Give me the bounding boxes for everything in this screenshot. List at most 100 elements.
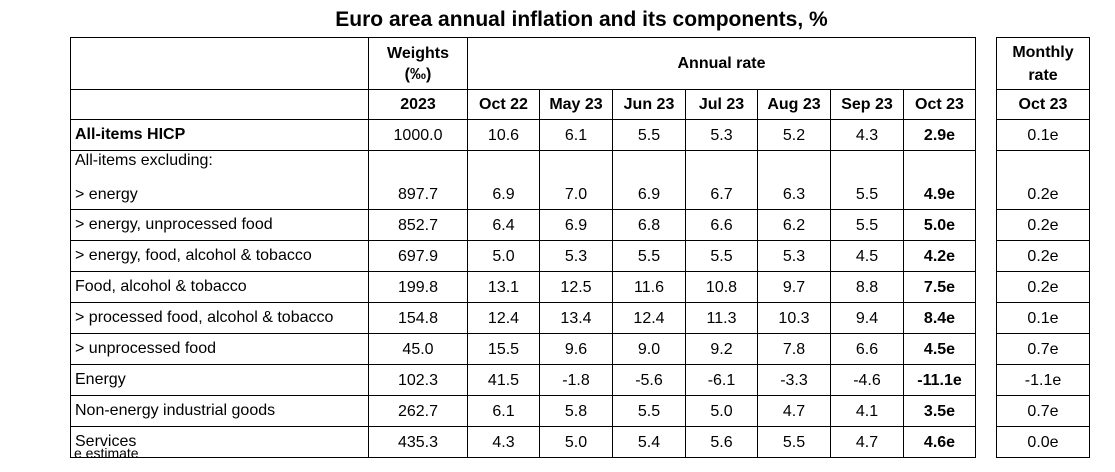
monthly-rate-cell: 0.1e: [996, 119, 1090, 151]
rate-cell: 5.5: [612, 119, 686, 151]
rate-cell: 13.4: [539, 302, 613, 334]
monthly-rate-cell: 0.0e: [996, 426, 1090, 458]
row-label: > energy, food, alcohol & tobacco: [70, 240, 369, 272]
rate-cell: 5.0: [539, 426, 613, 458]
month-header: Jul 23: [685, 89, 758, 120]
latest-rate-cell: 2.9e: [903, 119, 976, 151]
latest-rate-cell: 3.5e: [903, 395, 976, 427]
rate-cell: -3.3: [757, 364, 831, 396]
rate-cell: -4.6: [830, 364, 904, 396]
rate-cell: -5.6: [612, 364, 686, 396]
rate-cell: 5.2: [757, 119, 831, 151]
row-label: > energy, unprocessed food: [70, 209, 369, 241]
month-header: Aug 23: [757, 89, 831, 120]
header-blank-2: [70, 89, 369, 120]
main-table-wrap: Weights (‰) Annual rate 2023 Oct 22 May 2…: [70, 37, 976, 458]
rate-cell: 9.6: [539, 333, 613, 365]
rate-cell: 5.5: [757, 426, 831, 458]
weights-year: 2023: [368, 89, 468, 120]
rate-cell: 9.2: [685, 333, 758, 365]
rate-cell: 5.3: [685, 119, 758, 151]
month-header: May 23: [539, 89, 613, 120]
month-header: Oct 23: [903, 89, 976, 120]
weight-cell: 102.3: [368, 364, 468, 396]
monthly-rate-cell: 0.1e: [996, 302, 1090, 334]
rate-cell: 6.6: [685, 209, 758, 241]
rate-cell: 10.3: [757, 302, 831, 334]
rate-cell: 6.3: [757, 180, 831, 210]
rate-cell: 5.5: [830, 180, 904, 210]
rate-cell: 4.7: [757, 395, 831, 427]
latest-rate-cell: 4.2e: [903, 240, 976, 272]
weight-cell: 199.8: [368, 271, 468, 303]
rate-label: rate: [1028, 66, 1058, 84]
weight-cell: 435.3: [368, 426, 468, 458]
rate-cell: [757, 150, 831, 180]
row-label: Non-energy industrial goods: [70, 395, 369, 427]
rate-cell: [830, 150, 904, 180]
weight-cell: [368, 150, 468, 180]
rate-cell: 4.5: [830, 240, 904, 272]
rate-cell: 6.4: [467, 209, 540, 241]
latest-rate-cell: 7.5e: [903, 271, 976, 303]
row-label: > processed food, alcohol & tobacco: [70, 302, 369, 334]
rate-cell: 7.8: [757, 333, 831, 365]
row-label: > energy: [70, 180, 369, 210]
month-header: Sep 23: [830, 89, 904, 120]
rate-cell: 15.5: [467, 333, 540, 365]
monthly-month: Oct 23: [996, 89, 1090, 120]
monthly-rate-cell: 0.7e: [996, 395, 1090, 427]
monthly-table-wrap: Monthly rate Oct 23 0.1e 0.2e 0.2e 0.2e 0.2e…: [996, 37, 1090, 458]
weight-cell: 154.8: [368, 302, 468, 334]
page-title: Euro area annual inflation and its compo…: [335, 8, 828, 31]
weight-cell: 45.0: [368, 333, 468, 365]
rate-cell: 5.0: [685, 395, 758, 427]
weights-label: Weights: [387, 44, 449, 62]
monthly-rate-cell: 0.7e: [996, 333, 1090, 365]
rate-cell: 12.4: [612, 302, 686, 334]
monthly-rate-cell: [996, 150, 1090, 180]
weight-cell: 1000.0: [368, 119, 468, 151]
monthly-rate-cell: -1.1e: [996, 364, 1090, 396]
row-label: Food, alcohol & tobacco: [70, 271, 369, 303]
latest-rate-cell: 4.5e: [903, 333, 976, 365]
row-label: All-items excluding:: [70, 150, 369, 180]
rate-cell: 6.8: [612, 209, 686, 241]
rate-cell: 6.9: [467, 180, 540, 210]
rate-cell: 4.3: [467, 426, 540, 458]
rate-cell: 5.4: [612, 426, 686, 458]
row-label: All-items HICP: [70, 119, 369, 151]
footnote: e estimate: [74, 445, 139, 461]
rate-cell: 6.7: [685, 180, 758, 210]
latest-rate-cell: 4.6e: [903, 426, 976, 458]
rate-cell: 6.1: [467, 395, 540, 427]
weight-cell: 697.9: [368, 240, 468, 272]
weights-header: Weights (‰): [368, 37, 468, 90]
latest-rate-cell: 8.4e: [903, 302, 976, 334]
rate-cell: 5.6: [685, 426, 758, 458]
rate-cell: 7.0: [539, 180, 613, 210]
rate-cell: 11.6: [612, 271, 686, 303]
rate-cell: 8.8: [830, 271, 904, 303]
row-label: > unprocessed food: [70, 333, 369, 365]
weight-cell: 897.7: [368, 180, 468, 210]
latest-rate-cell: 4.9e: [903, 180, 976, 210]
rate-cell: 5.3: [539, 240, 613, 272]
rate-cell: 6.9: [612, 180, 686, 210]
latest-rate-cell: 5.0e: [903, 209, 976, 241]
rate-cell: 41.5: [467, 364, 540, 396]
month-header: Oct 22: [467, 89, 540, 120]
rate-cell: 5.8: [539, 395, 613, 427]
rate-cell: -6.1: [685, 364, 758, 396]
rate-cell: 9.0: [612, 333, 686, 365]
rate-cell: 10.6: [467, 119, 540, 151]
rate-cell: 6.2: [757, 209, 831, 241]
rate-cell: 9.7: [757, 271, 831, 303]
rate-cell: -1.8: [539, 364, 613, 396]
row-label: Services: [70, 426, 369, 458]
rate-cell: 5.5: [612, 240, 686, 272]
rate-cell: 13.1: [467, 271, 540, 303]
latest-rate-cell: [903, 150, 976, 180]
rate-cell: 11.3: [685, 302, 758, 334]
latest-rate-cell: -11.1e: [903, 364, 976, 396]
